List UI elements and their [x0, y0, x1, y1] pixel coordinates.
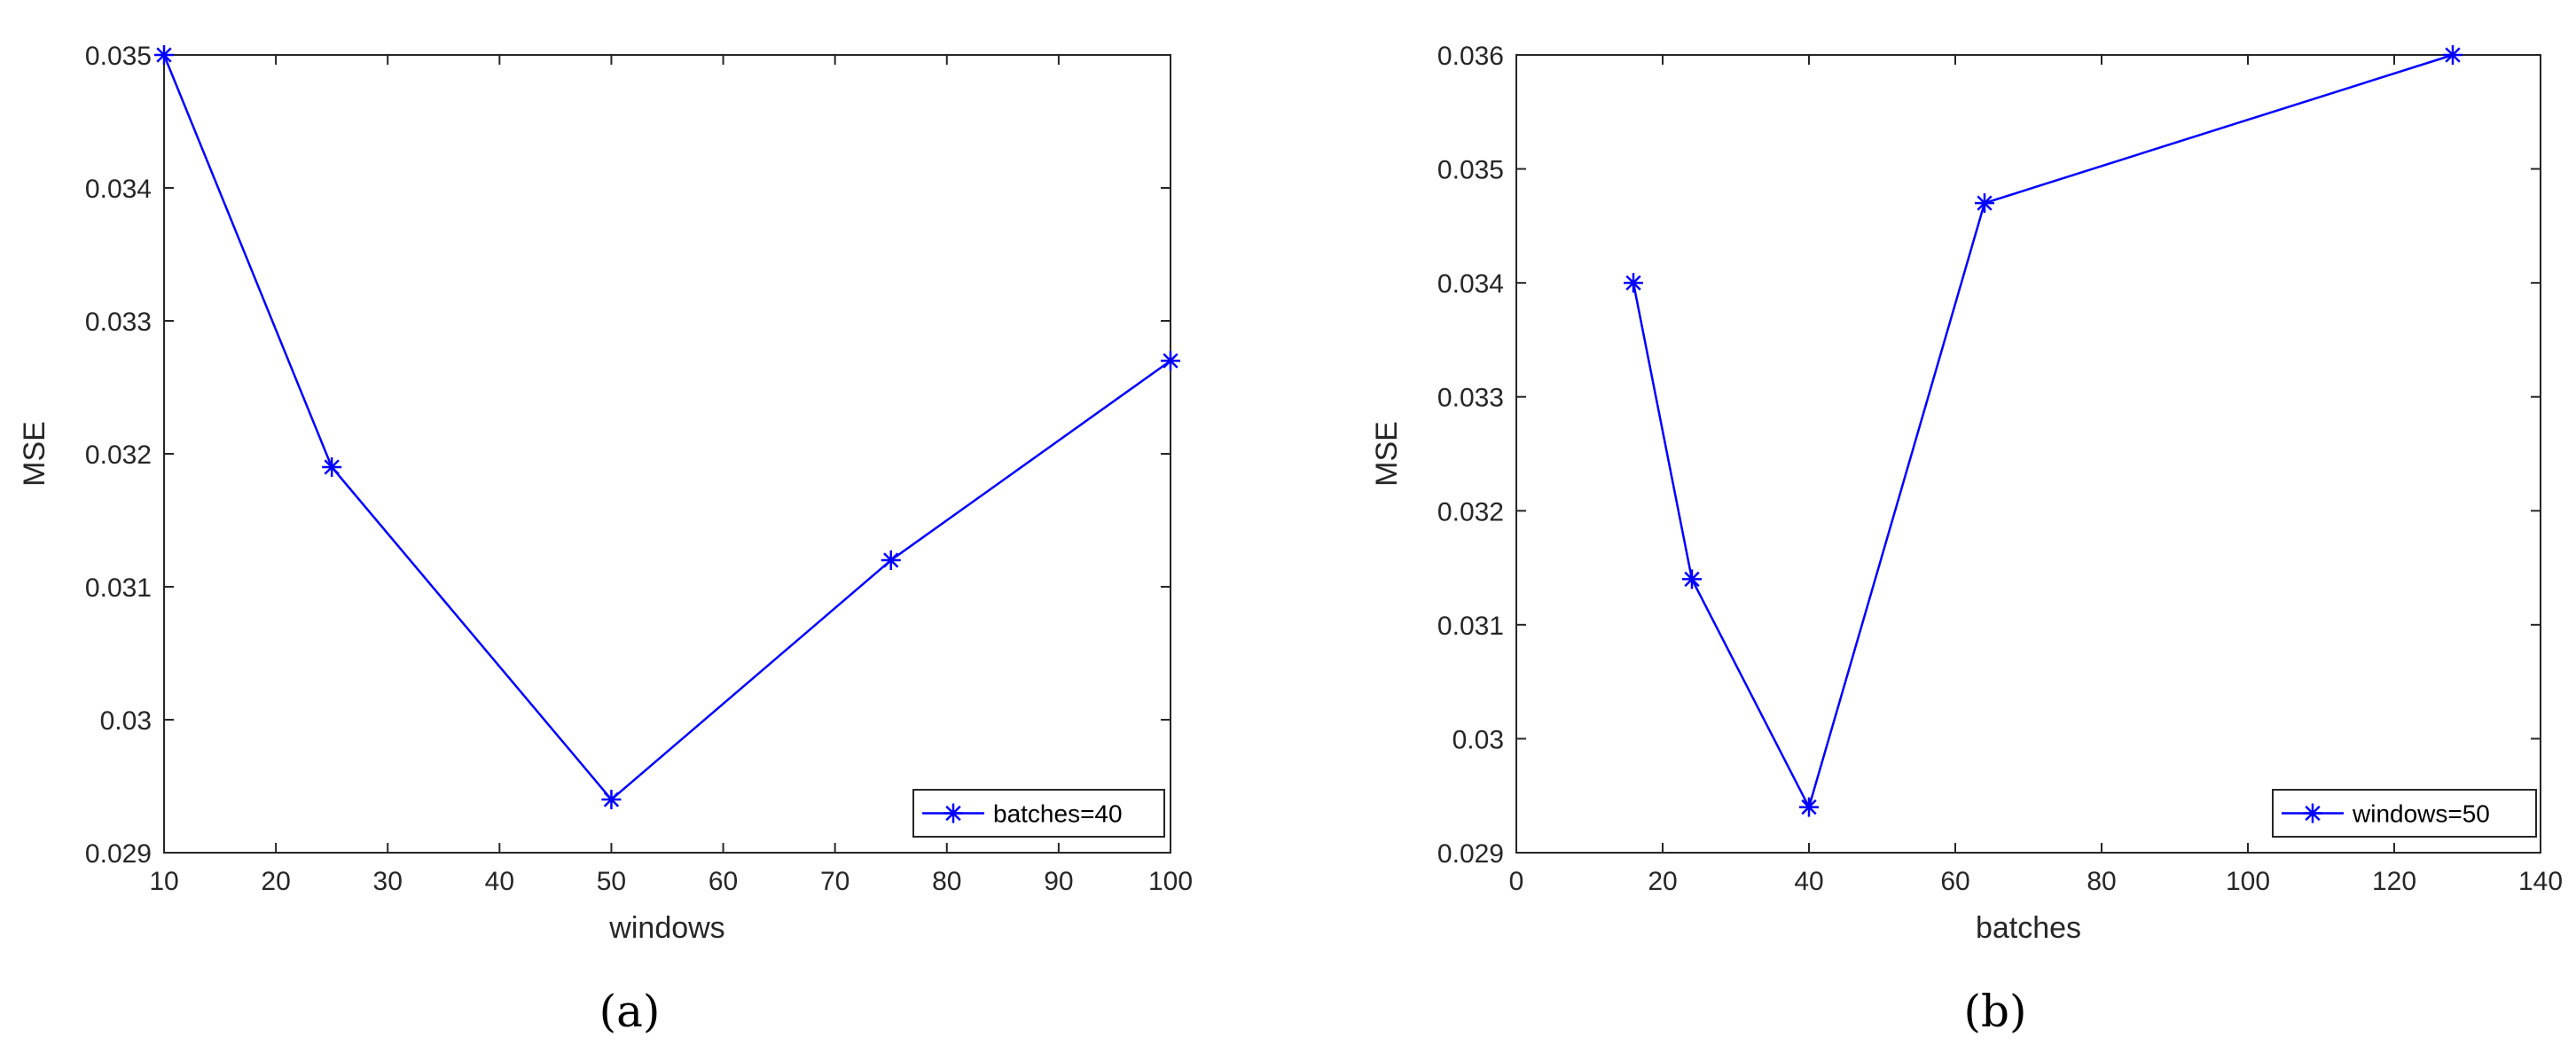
legend-marker: [943, 803, 963, 823]
x-tick-label: 100: [2226, 867, 2270, 896]
plot-area: [1515, 54, 2541, 854]
y-tick-label: 0.032: [85, 441, 152, 470]
legend-label: batches=40: [993, 800, 1123, 828]
legend-label: windows=50: [2352, 800, 2490, 828]
data-point: [154, 45, 174, 65]
data-point: [1161, 351, 1180, 370]
x-tick-label: 50: [597, 867, 626, 896]
data-point: [2443, 45, 2462, 65]
y-tick-label: 0.032: [1437, 497, 1504, 526]
x-tick-label: 20: [1648, 867, 1677, 896]
y-tick-label: 0.033: [1437, 384, 1504, 413]
data-point: [601, 790, 622, 809]
y-axis-label: MSE: [18, 421, 51, 487]
x-tick-label: 20: [261, 867, 290, 896]
legend: windows=50: [2272, 789, 2537, 838]
x-tick-label: 80: [2087, 867, 2116, 896]
data-point: [1799, 797, 1819, 817]
plot-area: [163, 54, 1171, 854]
x-tick-label: 40: [1794, 867, 1823, 896]
y-tick-label: 0.034: [85, 175, 152, 204]
x-tick-label: 60: [1940, 867, 1969, 896]
legend-marker: [2303, 803, 2322, 823]
data-point: [322, 457, 342, 477]
y-axis-label: MSE: [1370, 421, 1404, 487]
x-tick-label: 140: [2518, 867, 2563, 896]
y-tick-label: 0.031: [85, 573, 152, 603]
data-point: [1682, 569, 1702, 589]
x-tick-label: 100: [1148, 867, 1193, 896]
x-tick-label: 0: [1509, 867, 1524, 896]
x-tick-label: 80: [932, 867, 961, 896]
y-tick-label: 0.035: [1437, 156, 1504, 185]
y-tick-label: 0.034: [1437, 269, 1504, 299]
subfigure-caption: (a): [599, 986, 661, 1037]
chart-panel-b: 0 20 40 60 80 100 120 140 0.029 0.03 0.031 0.032 0.0…: [1370, 42, 2563, 1037]
x-tick-label: 10: [149, 867, 178, 896]
y-tick-label: 0.03: [100, 706, 152, 736]
y-tick-label: 0.029: [1437, 839, 1504, 869]
x-axis-label: batches: [1976, 911, 2081, 945]
x-tick-label: 120: [2372, 867, 2416, 896]
data-point: [881, 550, 901, 570]
y-tick-label: 0.035: [85, 42, 152, 71]
subfigure-caption: (b): [1963, 986, 2026, 1037]
y-tick-label: 0.029: [85, 839, 152, 869]
chart-panel-a: 10 20 30 40 50 60 70 80 90 100 0.029 0.03 0.031 0.032…: [18, 42, 1193, 1037]
x-tick-label: 70: [820, 867, 850, 896]
y-tick-label: 0.036: [1437, 42, 1504, 71]
y-tick-label: 0.033: [85, 308, 152, 337]
data-point: [1975, 193, 1994, 214]
x-tick-label: 30: [373, 867, 403, 896]
x-axis-label: windows: [608, 911, 724, 945]
y-tick-label: 0.03: [1452, 725, 1504, 754]
x-tick-label: 40: [485, 867, 514, 896]
data-point: [1624, 273, 1643, 293]
y-tick-label: 0.031: [1437, 612, 1504, 641]
x-tick-label: 90: [1044, 867, 1073, 896]
legend: batches=40: [912, 789, 1165, 838]
x-tick-label: 60: [709, 867, 738, 896]
